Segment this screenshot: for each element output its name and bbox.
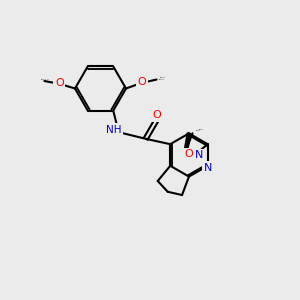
Text: NH: NH	[106, 125, 122, 135]
Text: O: O	[56, 78, 64, 88]
Text: methoxy: methoxy	[159, 78, 165, 80]
Text: N: N	[194, 151, 202, 161]
Text: methyl: methyl	[196, 130, 200, 131]
Text: NH: NH	[105, 126, 122, 136]
Text: methoxy_lbl: methoxy_lbl	[41, 79, 50, 80]
Text: O: O	[184, 149, 194, 160]
Text: N: N	[204, 163, 212, 173]
Text: N: N	[194, 151, 203, 160]
Text: N: N	[205, 162, 213, 172]
Text: O: O	[153, 111, 162, 121]
Text: O: O	[185, 149, 193, 160]
Text: O: O	[55, 78, 64, 88]
Text: O: O	[153, 110, 161, 120]
Text: methyl: methyl	[199, 128, 203, 130]
Text: O: O	[137, 77, 146, 87]
Text: methoxy: methoxy	[160, 77, 167, 78]
Text: O: O	[137, 77, 145, 88]
